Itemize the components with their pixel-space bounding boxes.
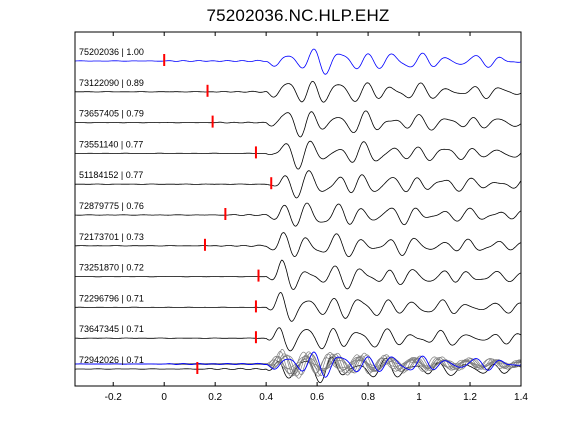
trace-line: [74, 80, 522, 103]
plot-frame: [74, 31, 522, 387]
trace-line: [75, 110, 522, 138]
trace-label: 73122090 | 0.89: [79, 78, 144, 88]
x-tick-label: 0.8: [361, 392, 375, 403]
trace-line: [75, 259, 522, 290]
trace-label: 72879775 | 0.76: [79, 201, 144, 211]
overlay-stack-group: [74, 349, 522, 379]
trace-label: 73657405 | 0.79: [79, 109, 144, 119]
traces-group: [74, 48, 522, 384]
stack-reference-line: [75, 351, 522, 378]
x-axis-ticks-group: -0.2 0 0.2 0.4 0.6 0.8 1 1.2 1.4: [105, 32, 528, 403]
trace-label: 51184152 | 0.77: [79, 170, 143, 180]
trace-line: [74, 170, 522, 199]
x-tick-label: -0.2: [105, 392, 123, 403]
trace-label: 72942026 | 0.71: [79, 355, 144, 365]
x-tick-label: 1.4: [514, 392, 528, 403]
trace-line: [74, 140, 522, 170]
trace-label: 73647345 | 0.71: [79, 324, 144, 334]
chart-title: 75202036.NC.HLP.EHZ: [206, 6, 390, 25]
trace-line: [75, 327, 522, 352]
trace-line: [74, 232, 522, 258]
trace-line: [75, 48, 522, 75]
x-tick-label: 1: [416, 392, 422, 403]
trace-label: 75202036 | 1.00: [79, 47, 144, 57]
trace-line: [74, 202, 522, 227]
trace-label: 72173701 | 0.73: [79, 232, 144, 242]
trace-label: 73551140 | 0.77: [79, 139, 143, 149]
trace-label: 72296796 | 0.71: [79, 293, 144, 303]
trace-labels-group: 75202036 | 1.00 73122090 | 0.89 73657405 |…: [79, 47, 144, 365]
x-tick-label: 0.6: [310, 392, 324, 403]
x-tick-label: 0: [161, 392, 167, 403]
trace-line: [75, 356, 522, 384]
x-tick-label: 0.2: [208, 392, 222, 403]
trace-label: 73251870 | 0.72: [79, 263, 144, 273]
trace-line: [74, 291, 522, 322]
x-tick-label: 1.2: [463, 392, 477, 403]
pick-markers-group: [163, 54, 273, 374]
x-tick-label: 0.4: [259, 392, 273, 403]
